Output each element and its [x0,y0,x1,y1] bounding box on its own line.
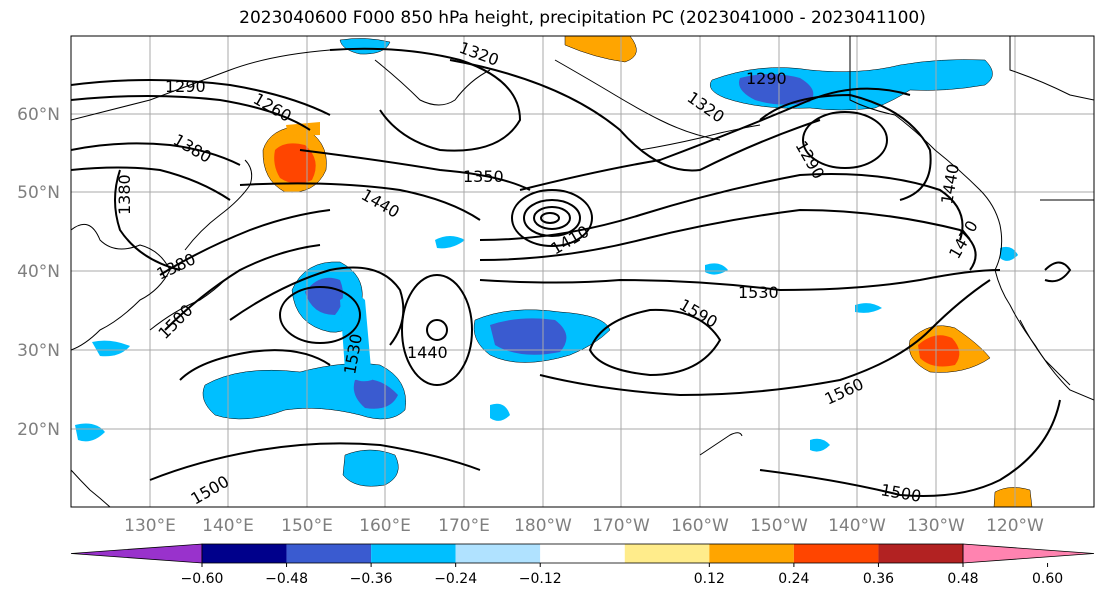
lat-label: 50°N [17,183,60,203]
colorbar-frame [201,543,964,564]
lon-label: 160°E [359,516,411,536]
lon-label: 180°W [514,516,572,536]
colorbar-tick-label: −0.60 [181,571,224,587]
colorbar: −0.60 −0.48 −0.36 −0.24 −0.12 0.12 0.24 0.36 0.4… [70,543,1095,587]
colorbar-segment [624,544,710,563]
map-frame [70,35,1095,508]
colorbar-tick-label: −0.24 [434,571,477,587]
longitude-labels: 130°E 140°E 150°E 160°E 170°E 180°W 170°… [124,516,1044,536]
colorbar-tick-label: 0.60 [1032,571,1063,587]
lon-label: 130°W [907,516,965,536]
contour-label: 1530 [738,283,779,302]
coastlines [71,36,1094,507]
lat-label: 60°N [17,105,60,125]
latitude-labels: 60°N 50°N 40°N 30°N 20°N [17,105,60,440]
lon-label: 140°W [828,516,886,536]
lon-label: 170°W [592,516,650,536]
contour-label: 1440 [407,343,448,362]
colorbar-segment [371,544,456,563]
lon-label: 120°W [986,516,1044,536]
colorbar-tick-label: −0.12 [519,571,562,587]
colorbar-tick-label: 0.12 [694,571,725,587]
contour-label: 1380 [115,174,134,215]
lon-label: 150°E [281,516,333,536]
colorbar-tick-label: −0.48 [265,571,308,587]
lon-label: 130°E [124,516,176,536]
lon-label: 140°E [202,516,254,536]
lat-label: 20°N [17,420,60,440]
colorbar-tick-label: −0.36 [350,571,393,587]
colorbar-segment [878,544,963,563]
colorbar-segment [709,544,794,563]
colorbar-segment [286,544,372,563]
map-title: 2023040600 F000 850 hPa height, precipit… [239,8,926,28]
colorbar-extension-low [70,543,203,564]
colorbar-tick-label: 0.24 [778,571,809,587]
colorbar-tick-label: 0.48 [947,571,978,587]
lon-label: 160°W [671,516,729,536]
colorbar-segment [793,544,879,563]
graticule [71,36,1094,507]
colorbar-segment [202,544,287,563]
contour-label: 1290 [746,69,787,88]
lon-label: 170°E [438,516,490,536]
colorbar-tick-label: 0.36 [863,571,894,587]
lat-label: 30°N [17,341,60,361]
lat-label: 40°N [17,262,60,282]
colorbar-segment [455,544,541,563]
colorbar-extension-high [962,543,1095,564]
lon-label: 150°W [750,516,808,536]
contour-label: 1290 [165,77,206,96]
colorbar-segment [540,544,625,563]
height-contours [71,47,1072,497]
contour-label: 1350 [463,167,504,186]
